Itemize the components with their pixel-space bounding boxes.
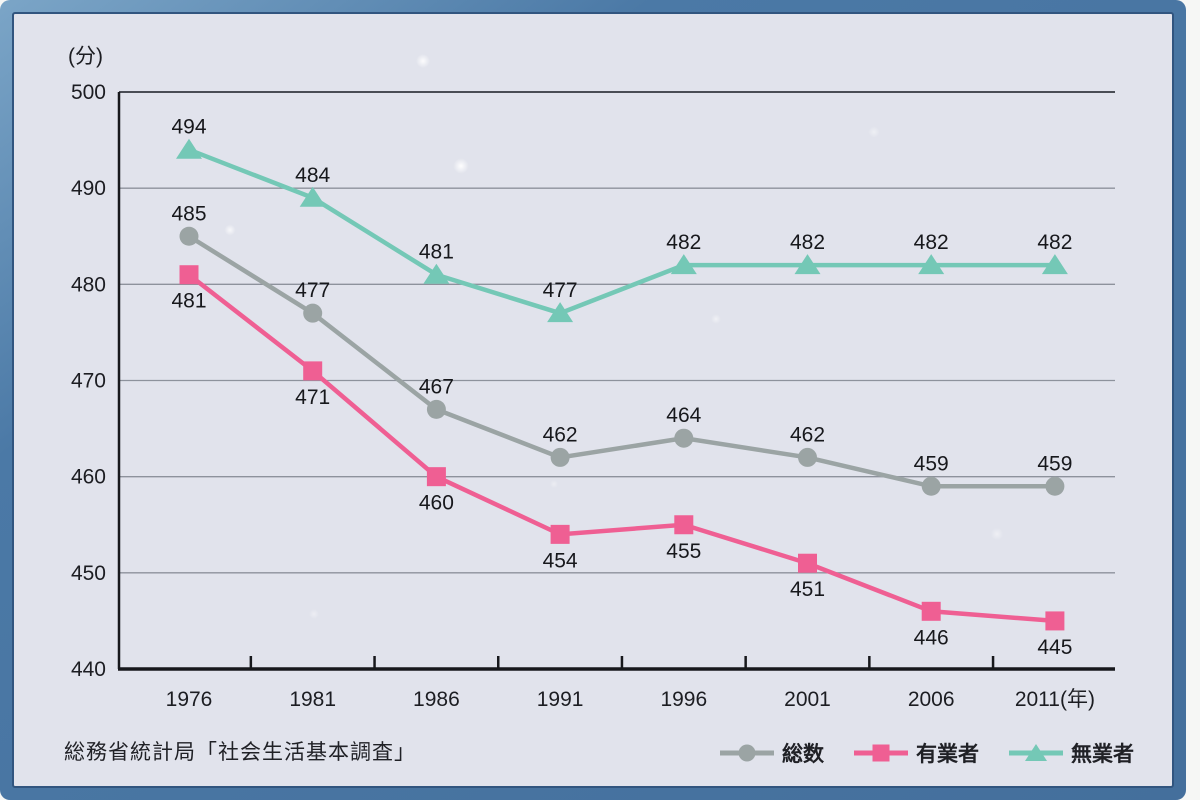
svg-text:460: 460 (71, 466, 106, 489)
svg-text:480: 480 (71, 273, 106, 296)
square-marker-icon (854, 742, 908, 764)
svg-text:482: 482 (666, 231, 701, 254)
svg-text:462: 462 (543, 423, 578, 446)
svg-text:1996: 1996 (660, 688, 707, 711)
svg-text:477: 477 (543, 279, 578, 302)
svg-text:481: 481 (171, 290, 206, 313)
legend-label: 総数 (782, 743, 824, 766)
legend-item-employed: 有業者 (854, 738, 979, 768)
legend-item-unemployed: 無業者 (1009, 738, 1134, 768)
y-axis-unit: (分) (68, 45, 103, 68)
svg-text:446: 446 (914, 626, 949, 649)
svg-text:460: 460 (419, 492, 454, 515)
svg-text:455: 455 (666, 540, 701, 563)
svg-text:490: 490 (71, 177, 106, 200)
svg-text:464: 464 (666, 404, 701, 427)
svg-text:481: 481 (419, 241, 454, 264)
svg-text:450: 450 (71, 562, 106, 585)
svg-text:500: 500 (71, 81, 106, 104)
svg-text:467: 467 (419, 375, 454, 398)
svg-text:451: 451 (790, 578, 825, 601)
svg-text:459: 459 (1037, 452, 1072, 475)
svg-text:482: 482 (914, 231, 949, 254)
svg-text:2011(年): 2011(年) (1015, 688, 1095, 711)
svg-text:440: 440 (71, 658, 106, 681)
svg-text:1986: 1986 (413, 688, 460, 711)
source-note: 総務省統計局「社会生活基本調査」 (64, 741, 416, 764)
circle-marker-icon (720, 742, 774, 764)
svg-text:2001: 2001 (784, 688, 831, 711)
svg-text:484: 484 (295, 164, 330, 187)
svg-text:1981: 1981 (289, 688, 336, 711)
chart-canvas: 440 450 460 470 480 490 500 1976 1981 1986 1991 199… (71, 81, 1115, 711)
svg-text:471: 471 (295, 386, 330, 409)
legend-label: 無業者 (1071, 743, 1134, 766)
svg-text:462: 462 (790, 423, 825, 446)
svg-text:482: 482 (790, 231, 825, 254)
svg-text:477: 477 (295, 279, 330, 302)
svg-text:2006: 2006 (908, 688, 955, 711)
svg-text:482: 482 (1037, 231, 1072, 254)
svg-text:485: 485 (171, 202, 206, 225)
svg-text:1976: 1976 (166, 688, 213, 711)
svg-text:494: 494 (171, 116, 206, 139)
legend-item-total: 総数 (720, 738, 824, 768)
svg-text:454: 454 (543, 549, 578, 572)
chart-legend: 総数 有業者 無業者 (720, 738, 1134, 768)
svg-text:1991: 1991 (537, 688, 584, 711)
triangle-marker-icon (1009, 742, 1063, 764)
svg-text:470: 470 (71, 370, 106, 393)
svg-text:459: 459 (914, 452, 949, 475)
svg-text:445: 445 (1037, 636, 1072, 659)
legend-label: 有業者 (916, 743, 979, 766)
chart-panel: 440 450 460 470 480 490 500 1976 1981 1986 1991 199… (12, 12, 1174, 788)
